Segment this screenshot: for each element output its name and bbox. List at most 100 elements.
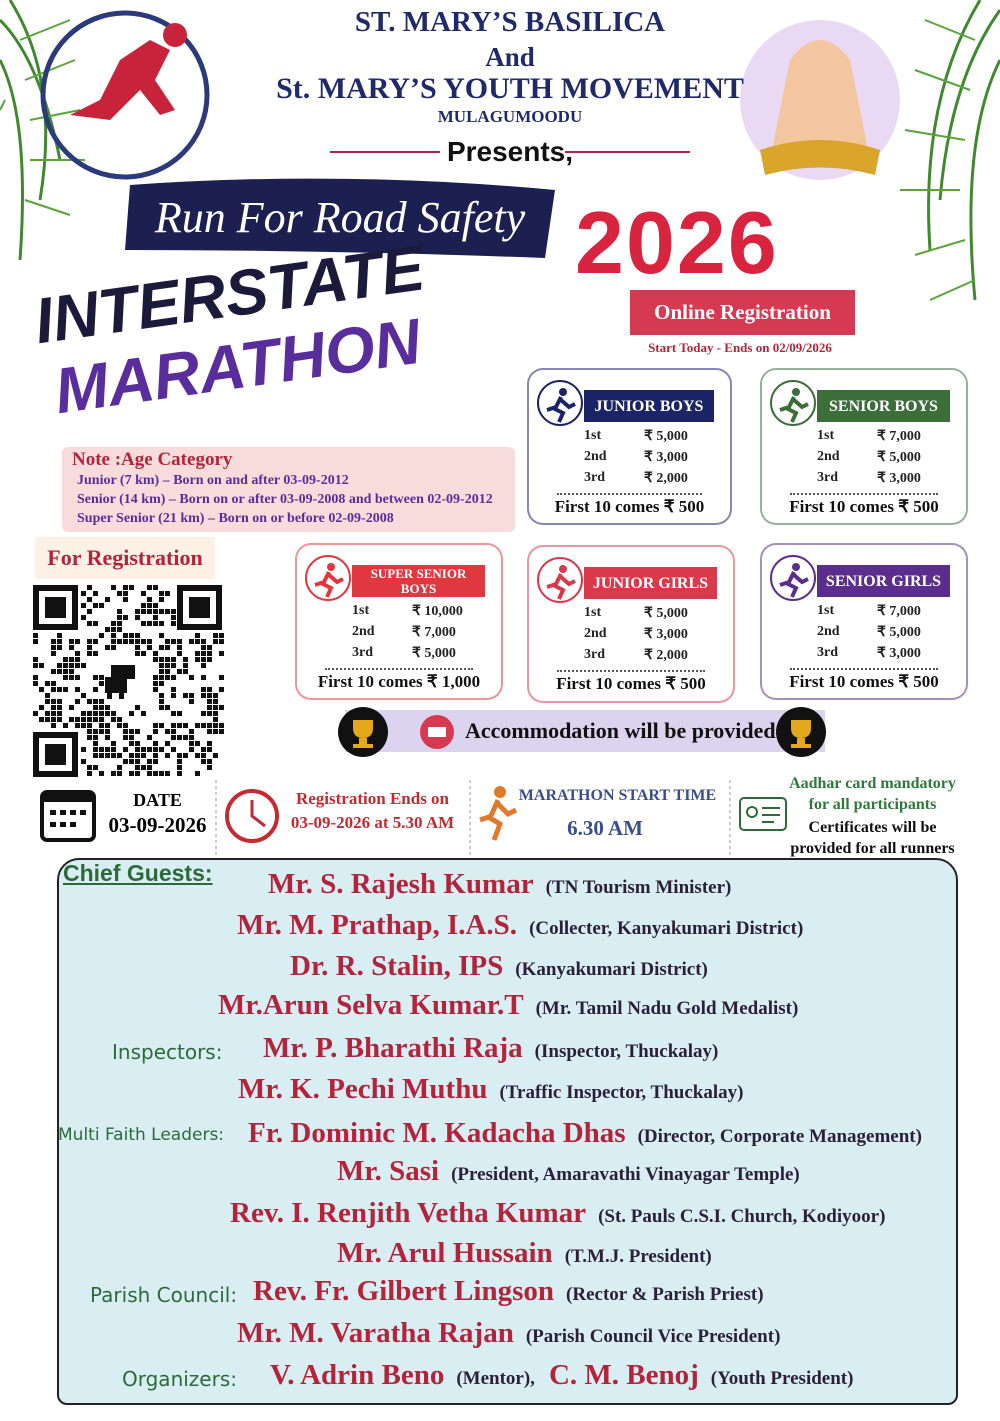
qr-cell	[135, 771, 140, 776]
qr-cell	[129, 759, 134, 764]
qr-cell	[189, 639, 194, 644]
qr-cell	[171, 735, 176, 740]
qr-cell	[111, 645, 116, 650]
qr-cell	[129, 585, 134, 590]
qr-cell	[177, 711, 182, 716]
divider	[790, 668, 938, 670]
qr-cell	[171, 621, 176, 626]
register-button[interactable]: Online Registration	[630, 290, 855, 335]
header-line: ST. MARY’S BASILICA	[354, 6, 666, 38]
qr-cell	[159, 645, 164, 650]
qr-cell	[153, 657, 158, 662]
presents: Presents,	[446, 136, 574, 167]
qr-cell	[117, 621, 122, 626]
qr-cell	[207, 693, 212, 698]
qr-cell	[129, 735, 134, 740]
qr-cell	[51, 687, 56, 692]
qr-cell	[153, 603, 158, 608]
qr-cell	[45, 693, 50, 698]
qr-cell	[123, 597, 128, 602]
qr-cell	[159, 723, 164, 728]
qr-cell	[93, 675, 98, 680]
qr-cell	[81, 759, 86, 764]
qr-cell	[189, 747, 194, 752]
qr-code[interactable]	[33, 585, 225, 780]
qr-cell	[39, 705, 44, 710]
qr-cell	[117, 723, 122, 728]
qr-cell	[111, 771, 116, 776]
guest-row: Mr. Arul Hussain (T.M.J. President)	[337, 1237, 712, 1270]
guest-name: Rev. I. Renjith Vetha Kumar	[230, 1197, 587, 1229]
qr-cell	[57, 699, 62, 704]
qr-cell	[159, 699, 164, 704]
header-line: And	[485, 42, 535, 72]
qr-cell	[105, 597, 110, 602]
certificates-line: provided for all runners	[790, 840, 955, 857]
header-line: MULAGUMOODU	[437, 107, 583, 126]
divider	[557, 493, 702, 495]
amount: ₹ 3,000	[877, 471, 921, 486]
guest-row: Fr. Dominic M. Kadacha Dhas (Director, Co…	[248, 1117, 922, 1150]
qr-cell	[57, 687, 62, 692]
guest-row: Rev. Fr. Gilbert Lingson (Rector & Parish…	[253, 1275, 764, 1308]
qr-cell	[147, 765, 152, 770]
qr-cell	[147, 645, 152, 650]
age-line: Super Senior (21 km) – Born on or before…	[77, 511, 394, 526]
qr-cell	[63, 687, 68, 692]
qr-cell	[165, 645, 170, 650]
qr-cell	[165, 669, 170, 674]
qr-cell	[135, 639, 140, 644]
qr-cell	[57, 633, 62, 638]
guest-role: (Collecter, Kanyakumari District)	[529, 918, 804, 939]
qr-cell	[93, 639, 98, 644]
qr-cell	[93, 711, 98, 716]
qr-cell	[51, 705, 56, 710]
qr-cell	[171, 609, 176, 614]
amount: ₹ 5,000	[644, 606, 688, 621]
qr-cell	[119, 691, 124, 699]
guest-row: Mr. Sasi (President, Amaravathi Vinayagar…	[337, 1155, 800, 1188]
qr-cell	[111, 621, 116, 626]
qr-cell	[153, 723, 158, 728]
guest-role: (Inspector, Thuckalay)	[534, 1041, 719, 1062]
qr-cell	[105, 645, 110, 650]
qr-cell	[171, 723, 176, 728]
qr-cell	[135, 759, 140, 764]
qr-cell	[117, 717, 122, 722]
qr-cell	[141, 609, 146, 614]
aadhar: Aadhar card mandatory for all participant…	[770, 773, 975, 815]
qr-cell	[213, 753, 218, 758]
qr-cell	[201, 753, 206, 758]
category: SENIOR BOYS	[817, 390, 950, 422]
qr-cell	[183, 693, 188, 698]
qr-cell	[51, 651, 56, 656]
guest-label: Inspectors:	[112, 1040, 223, 1064]
qr-cell	[75, 639, 80, 644]
qr-cell	[87, 765, 92, 770]
qr-cell	[207, 729, 212, 734]
qr-cell	[99, 717, 104, 722]
guest-name: Mr. P. Bharathi Raja	[263, 1032, 523, 1064]
qr-cell	[99, 711, 104, 716]
qr-cell	[177, 753, 182, 758]
qr-cell	[201, 639, 206, 644]
qr-cell	[39, 687, 44, 692]
age-note-title: Note :Age Category	[72, 449, 233, 470]
qr-cell	[219, 675, 224, 680]
guest-row: Rev. I. Renjith Vetha Kumar (St. Pauls C.…	[230, 1197, 885, 1230]
qr-cell	[93, 621, 98, 626]
place: 2nd	[817, 449, 840, 464]
qr-cell	[183, 657, 188, 662]
qr-cell	[105, 735, 110, 740]
qr-cell	[99, 723, 104, 728]
qr-cell	[213, 633, 218, 638]
qr-cell	[159, 747, 164, 752]
qr-cell	[81, 591, 86, 596]
guest-role: (St. Pauls C.S.I. Church, Kodiyoor)	[598, 1206, 886, 1227]
runner	[779, 388, 809, 423]
qr-cell	[153, 759, 158, 764]
qr-cell	[159, 675, 164, 680]
qr-cell	[69, 705, 74, 710]
place: 2nd	[584, 449, 607, 464]
